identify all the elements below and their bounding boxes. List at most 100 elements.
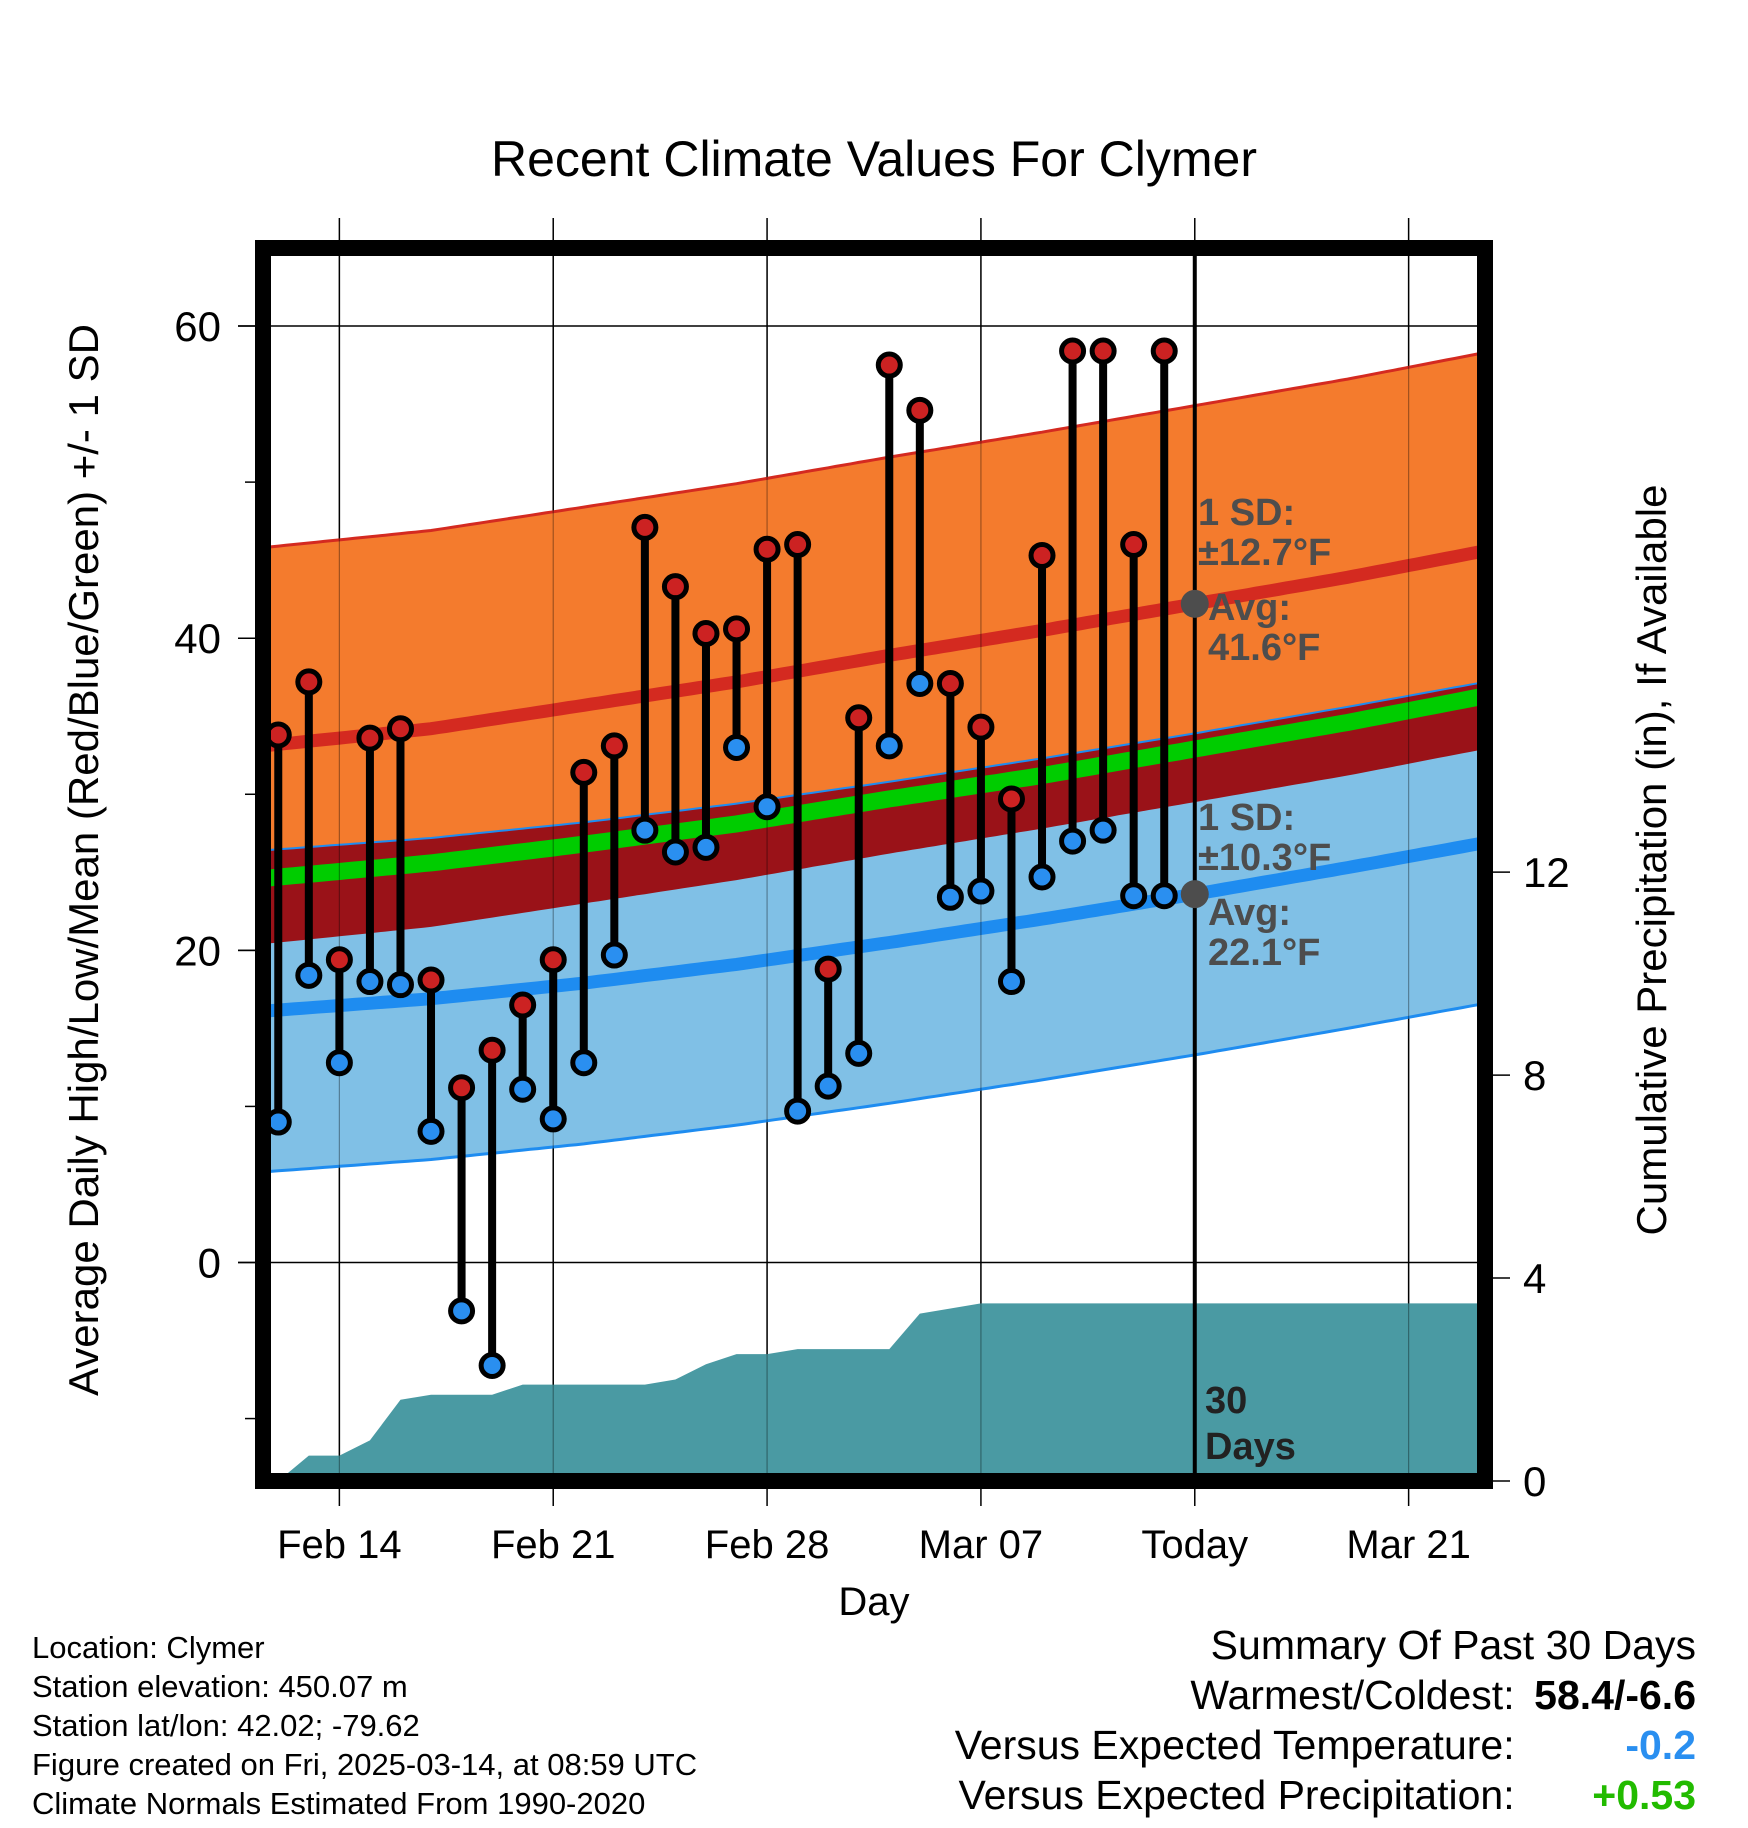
x-tick-label: Feb 21 [491,1523,616,1567]
summary-panel: Summary Of Past 30 Days Warmest/Coldest:… [955,1620,1696,1820]
high-marker [600,732,628,760]
low-marker [386,971,414,999]
normal-low-line [263,836,1485,1018]
low-marker [692,833,720,861]
high-marker [478,1036,506,1064]
normal-bands [263,351,1485,1174]
precipitation-area [278,1303,1485,1481]
high-sd-value: ±12.7°F [1198,532,1332,574]
low-sd-value: ±10.3°F [1198,837,1332,879]
high-marker [570,758,598,786]
high-marker [448,1074,476,1102]
low-marker [845,1039,873,1067]
high-marker [325,946,353,974]
low-marker [570,1049,598,1077]
high-marker [967,713,995,741]
low-upper-sd-line [263,680,1485,852]
y-right-tick-label: 8 [1523,1052,1546,1099]
station-info: Location: Clymer Station elevation: 450.… [32,1628,697,1823]
warmest-label: Warmest/Coldest: [1190,1672,1515,1718]
high-marker [723,615,751,643]
low-marker [814,1072,842,1100]
plot-frame [255,240,1493,1489]
high-marker [661,573,689,601]
x-tick-label: Mar 07 [919,1523,1044,1567]
low-marker [753,793,781,821]
high-marker [1120,531,1148,559]
high-marker [1150,337,1178,365]
summary-precip-row: Versus Expected Precipitation: +0.53 [955,1770,1697,1820]
x-tick-label: Feb 14 [277,1523,402,1567]
high-upper-sd-line [263,351,1485,550]
low-marker [906,669,934,697]
daily-range-stems [274,351,1169,1366]
high-marker [539,946,567,974]
high-marker [417,966,445,994]
high-marker [386,715,414,743]
low-marker [661,838,689,866]
y-right-tick-label: 4 [1523,1255,1546,1302]
low-marker [539,1105,567,1133]
x-tick-label: Feb 28 [705,1523,830,1567]
high-avg-label: Avg: [1208,587,1292,629]
low-marker [875,732,903,760]
low-sd-label: 1 SD: [1198,797,1296,839]
y-tick-label: 0 [198,1239,221,1286]
low-marker [784,1097,812,1125]
low-marker [997,968,1025,996]
high-marker [875,351,903,379]
temp-value: -0.2 [1625,1722,1696,1768]
daily-markers [264,337,1209,1380]
high-marker [753,535,781,563]
low-marker [417,1117,445,1145]
high-marker [814,955,842,983]
y-right-tick-label: 12 [1523,849,1570,896]
low-marker [1120,882,1148,910]
high-marker [356,724,384,752]
high-avg-value: 41.6°F [1208,627,1321,669]
high-marker [997,785,1025,813]
high-avg-dot [1180,589,1209,618]
low-marker [936,883,964,911]
high-marker [906,396,934,424]
low-marker [325,1049,353,1077]
summary-heading: Summary Of Past 30 Days [1210,1622,1696,1668]
y-tick-label: 60 [174,303,221,350]
high-marker [936,669,964,697]
low-marker [509,1075,537,1103]
low-avg-label: Avg: [1208,892,1292,934]
low-marker [1028,863,1056,891]
y-right-tick-label: 0 [1523,1458,1546,1505]
summary-temp-row: Versus Expected Temperature: -0.2 [955,1720,1696,1770]
low-marker [478,1352,506,1380]
low-sd-annotation: 1 SD: ±10.3°F [1198,798,1331,878]
elevation-text: Station elevation: 450.07 m [32,1669,408,1704]
normal-mean-line [263,687,1485,887]
x-tick-label: Today [1141,1523,1248,1567]
high-marker [845,704,873,732]
high-sd-annotation: 1 SD: ±12.7°F [1198,493,1331,573]
high-marker [1028,541,1056,569]
low-avg-value: 22.1°F [1208,932,1321,974]
low-marker [1150,882,1178,910]
latlon-text: Station lat/lon: 42.02; -79.62 [32,1708,420,1743]
y-axis-label-right: Cumulative Precipitation (in), If Availa… [1628,484,1675,1236]
low-avg-annotation: Avg: 22.1°F [1208,893,1320,973]
low-marker [295,961,323,989]
high-marker [1059,337,1087,365]
temp-label: Versus Expected Temperature: [954,1722,1515,1768]
location-text: Location: Clymer [32,1630,265,1665]
y-tick-label: 40 [174,615,221,662]
low-marker [448,1297,476,1325]
normal-high-line [263,544,1485,753]
precip-label: Versus Expected Precipitation: [958,1772,1515,1818]
x-tick-label: Mar 21 [1346,1523,1471,1567]
chart-title: Recent Climate Values For Clymer [491,131,1257,187]
low-marker [631,816,659,844]
y-tick-label: 20 [174,927,221,974]
warmest-value: 58.4/-6.6 [1534,1672,1696,1718]
y-axis-label-left: Average Daily High/Low/Mean (Red/Blue/Gr… [60,324,107,1396]
high-marker [784,531,812,559]
high-avg-annotation: Avg: 41.6°F [1208,588,1320,668]
